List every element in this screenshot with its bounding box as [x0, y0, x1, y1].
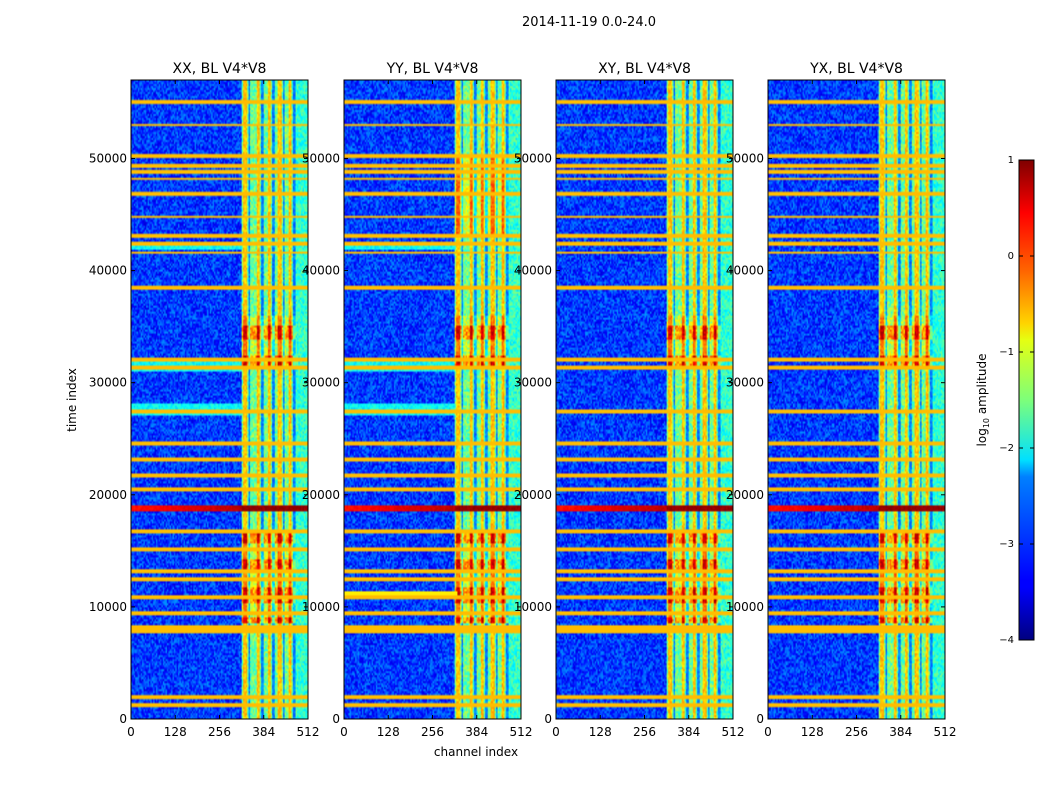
y-tick-label: 30000 — [89, 376, 127, 390]
y-tick-label: 0 — [119, 712, 127, 726]
y-tick-label: 50000 — [302, 151, 340, 165]
colorbar-label-rest: amplitude — [975, 354, 989, 418]
x-tick-label: 0 — [552, 725, 560, 739]
y-tick-label: 20000 — [726, 488, 764, 502]
panel-4-title: YX, BL V4*V8 — [809, 61, 903, 77]
colorbar: 10−1−2−3−4 log10 amplitude — [975, 155, 1035, 646]
x-tick-label: 512 — [510, 725, 533, 739]
x-tick-label: 128 — [377, 725, 400, 739]
y-tick-label: 0 — [332, 712, 340, 726]
colorbar-tick-label: −1 — [999, 347, 1014, 358]
panel-3: XY, BL V4*V8 0 128 256 384 512 0 10000 20000 3000… — [514, 61, 745, 739]
y-tick-label: 50000 — [514, 151, 552, 165]
x-tick-label: 256 — [421, 725, 444, 739]
x-tick-label: 512 — [934, 725, 957, 739]
y-tick-label: 40000 — [726, 264, 764, 278]
x-tick-label: 256 — [208, 725, 231, 739]
x-tick-label: 128 — [801, 725, 824, 739]
x-tick-label: 512 — [297, 725, 320, 739]
colorbar-gradient — [1018, 159, 1035, 641]
colorbar-tick-label: −3 — [999, 539, 1014, 550]
x-tick-label: 256 — [633, 725, 656, 739]
colorbar-tick-label: 0 — [1008, 251, 1014, 262]
y-tick-label: 20000 — [302, 488, 340, 502]
y-tick-label: 10000 — [302, 600, 340, 614]
panel-1-title: XX, BL V4*V8 — [173, 61, 267, 77]
panel-3-heatmap — [556, 80, 733, 719]
y-tick-label: 30000 — [514, 376, 552, 390]
y-tick-label: 50000 — [726, 151, 764, 165]
colorbar-ticks: 1 0 −1 −2 −3 −4 — [999, 155, 1034, 646]
panel-4-heatmap — [768, 80, 945, 719]
colorbar-tick-label: −2 — [999, 443, 1014, 454]
x-tick-label: 128 — [589, 725, 612, 739]
y-tick-label: 30000 — [726, 376, 764, 390]
panel-3-title: XY, BL V4*V8 — [598, 61, 691, 77]
y-tick-label: 40000 — [302, 264, 340, 278]
x-tick-label: 128 — [164, 725, 187, 739]
y-tick-label: 0 — [756, 712, 764, 726]
colorbar-tick-label: 1 — [1008, 155, 1014, 166]
panels: XX, BL V4*V8 0 128 256 384 512 0 10000 20000 3000… — [89, 61, 957, 739]
x-tick-label: 512 — [722, 725, 745, 739]
panel-4: YX, BL V4*V8 0 128 256 384 512 0 10000 20000 3000… — [726, 61, 957, 739]
panel-1: XX, BL V4*V8 0 128 256 384 512 0 10000 20000 3000… — [89, 61, 320, 739]
x-tick-label: 384 — [465, 725, 488, 739]
x-tick-label: 384 — [889, 725, 912, 739]
y-tick-label: 50000 — [89, 151, 127, 165]
colorbar-label-sub: 10 — [982, 418, 991, 428]
y-tick-label: 40000 — [89, 264, 127, 278]
x-tick-label: 384 — [252, 725, 275, 739]
y-tick-label: 10000 — [89, 600, 127, 614]
x-tick-label: 0 — [340, 725, 348, 739]
x-axis-label: channel index — [434, 745, 518, 759]
colorbar-tick-label: −4 — [999, 635, 1014, 646]
y-tick-label: 30000 — [302, 376, 340, 390]
y-tick-label: 20000 — [514, 488, 552, 502]
x-tick-label: 0 — [127, 725, 135, 739]
colorbar-label-main: log — [975, 428, 989, 446]
panel-1-heatmap — [131, 80, 308, 719]
colorbar-label: log10 amplitude — [975, 354, 991, 447]
panel-2-title: YY, BL V4*V8 — [386, 61, 479, 77]
x-tick-label: 256 — [845, 725, 868, 739]
x-tick-label: 384 — [677, 725, 700, 739]
x-tick-label: 0 — [764, 725, 772, 739]
y-axis-label: time index — [65, 368, 79, 432]
y-tick-label: 10000 — [726, 600, 764, 614]
y-tick-label: 0 — [544, 712, 552, 726]
y-tick-label: 10000 — [514, 600, 552, 614]
figure-suptitle: 2014-11-19 0.0-24.0 — [522, 15, 656, 30]
panel-2: YY, BL V4*V8 0 128 256 384 512 0 10000 20000 3000… — [302, 61, 533, 739]
panel-2-heatmap — [344, 80, 521, 719]
y-tick-label: 40000 — [514, 264, 552, 278]
y-tick-label: 20000 — [89, 488, 127, 502]
